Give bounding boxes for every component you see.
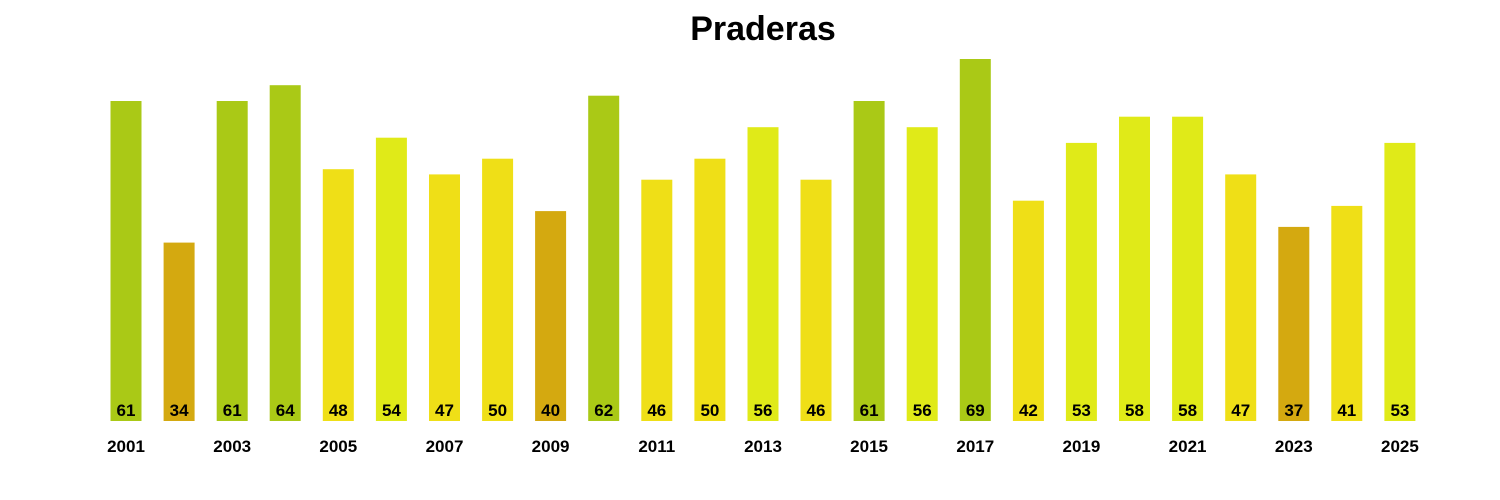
bar-2003	[216, 101, 248, 421]
bar-value-label: 50	[488, 401, 507, 420]
bar-2019	[1065, 142, 1097, 421]
bar-value-label: 48	[329, 401, 348, 420]
bar-value-label: 58	[1125, 401, 1144, 420]
bar-value-label: 47	[1231, 401, 1250, 420]
bar-value-label: 34	[170, 401, 189, 420]
bar-2011	[641, 179, 673, 421]
bar-2017	[959, 59, 991, 421]
bar-2018	[1012, 200, 1044, 421]
bar-value-label: 61	[117, 401, 136, 420]
bar-value-label: 61	[223, 401, 242, 420]
bar-2023	[1278, 226, 1310, 421]
x-tick-label: 2011	[638, 437, 675, 456]
bar-2021	[1172, 116, 1204, 421]
bar-value-label: 56	[754, 401, 773, 420]
bar-value-label: 37	[1284, 401, 1303, 420]
bar-2004	[269, 85, 301, 421]
x-tick-label: 2007	[426, 437, 464, 456]
bar-2012	[694, 158, 726, 421]
bar-2010	[588, 95, 620, 421]
x-tick-label: 2019	[1062, 437, 1100, 456]
bar-value-label: 41	[1337, 401, 1356, 420]
bar-2002	[163, 242, 195, 421]
bar-value-label: 64	[276, 401, 295, 420]
x-tick-label: 2003	[213, 437, 251, 456]
bar-2008	[482, 158, 514, 421]
x-tick-label: 2015	[850, 437, 888, 456]
x-tick-label: 2021	[1169, 437, 1207, 456]
x-tick-label: 2017	[956, 437, 994, 456]
bar-2001	[110, 101, 142, 421]
bar-value-label: 58	[1178, 401, 1197, 420]
bar-2005	[322, 169, 354, 421]
bar-value-label: 53	[1072, 401, 1091, 420]
chart-title: Praderas	[690, 10, 836, 48]
bar-2009	[535, 211, 567, 421]
x-tick-label: 2005	[319, 437, 357, 456]
bar-value-label: 62	[594, 401, 613, 420]
bar-value-label: 56	[913, 401, 932, 420]
x-tick-label: 2001	[107, 437, 145, 456]
bar-value-label: 42	[1019, 401, 1038, 420]
bar-2014	[800, 179, 832, 421]
bar-value-label: 53	[1390, 401, 1409, 420]
bar-value-label: 50	[700, 401, 719, 420]
bar-2013	[747, 127, 779, 421]
bar-value-label: 69	[966, 401, 985, 420]
bar-2006	[375, 137, 407, 421]
bar-2015	[853, 101, 885, 421]
bar-2020	[1119, 116, 1150, 421]
bar-2022	[1225, 174, 1257, 421]
x-tick-label: 2013	[744, 437, 782, 456]
bar-2025	[1384, 142, 1416, 421]
bar-2016	[906, 127, 938, 421]
bar-2007	[429, 174, 460, 421]
bar-value-label: 54	[382, 401, 401, 420]
bar-2024	[1331, 205, 1363, 421]
x-tick-label: 2023	[1275, 437, 1313, 456]
bar-value-label: 46	[647, 401, 666, 420]
bar-value-label: 61	[860, 401, 879, 420]
bar-value-label: 47	[435, 401, 454, 420]
x-tick-label: 2009	[532, 437, 570, 456]
x-tick-label: 2025	[1381, 437, 1419, 456]
bar-value-label: 46	[807, 401, 826, 420]
bar-value-label: 40	[541, 401, 560, 420]
